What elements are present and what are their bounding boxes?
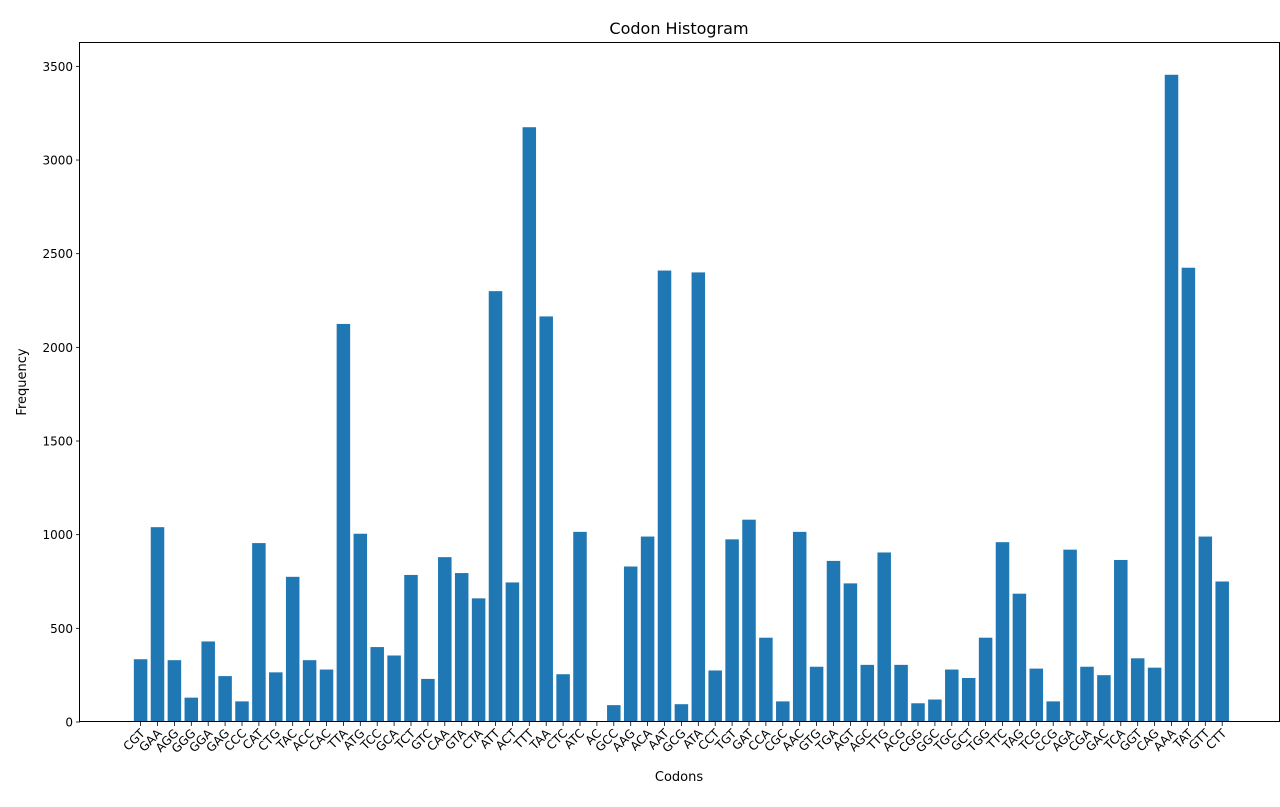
bar-ctt — [1215, 581, 1229, 722]
bar-tta — [336, 323, 351, 722]
bar-ggc — [928, 699, 942, 722]
bar-aga — [1063, 549, 1077, 722]
bar-tga — [826, 560, 841, 722]
bar-gac — [1097, 675, 1111, 722]
bar-tgc — [945, 669, 959, 722]
bar-act — [505, 582, 520, 722]
y-tick-label: 2000 — [42, 341, 73, 355]
y-axis-label: Frequency — [15, 348, 30, 415]
y-tick-label: 3000 — [42, 154, 73, 168]
y-tick-label: 1500 — [42, 435, 73, 449]
bar-aca — [640, 536, 655, 722]
bar-tgg — [978, 637, 993, 722]
bar-tat — [1181, 267, 1196, 722]
bar-gcc — [607, 705, 621, 722]
y-tick-label: 500 — [50, 622, 73, 636]
bar-tcg — [1029, 668, 1044, 722]
bar-gca — [387, 655, 401, 722]
bar-tcc — [370, 647, 384, 722]
bar-agg — [167, 660, 182, 722]
bar-aag — [623, 566, 638, 722]
bar-tag — [1012, 593, 1027, 722]
y-tick-label: 2500 — [42, 247, 73, 261]
bar-agc — [860, 664, 875, 722]
bar-gtt — [1198, 536, 1213, 722]
bar-cct — [708, 670, 722, 722]
bar-gct — [961, 677, 976, 722]
x-tick-label: CTT — [1203, 726, 1230, 753]
bar-cgc — [776, 701, 790, 722]
bar-cca — [759, 637, 773, 722]
bar-tac — [285, 576, 300, 722]
bar-cgt — [133, 659, 148, 722]
chart-title: Codon Histogram — [609, 19, 748, 38]
y-tick-label: 3500 — [42, 60, 73, 74]
bar-cat — [252, 543, 266, 722]
bar-ttt — [522, 127, 537, 723]
bar-cag — [1147, 667, 1162, 722]
bar-gga — [201, 641, 215, 722]
bar-agt — [843, 583, 858, 722]
bar-ata — [691, 272, 706, 722]
x-axis-label: Codons — [655, 770, 703, 785]
bar-cac — [319, 669, 334, 722]
bar-gtg — [809, 666, 824, 722]
bar-att — [488, 291, 503, 722]
bar-gta — [454, 573, 469, 722]
bar-ggg — [184, 697, 199, 722]
bar-ttc — [995, 542, 1010, 722]
bar-tgt — [725, 539, 739, 722]
bar-aaa — [1164, 74, 1179, 722]
bar-ctg — [269, 672, 283, 722]
bar-acc — [302, 660, 317, 722]
bar-cgg — [911, 703, 925, 722]
bar-ggt — [1130, 658, 1145, 722]
bar-caa — [438, 557, 452, 722]
bar-atc — [573, 531, 587, 722]
bar-ttg — [877, 552, 891, 722]
y-axis: 0 500 1000 1500 2000 2500 3000 3500 — [42, 60, 80, 730]
bar-tct — [404, 574, 418, 722]
y-tick-label: 0 — [65, 716, 73, 730]
bar-taa — [539, 316, 553, 722]
bar-gtc — [421, 678, 435, 722]
bar-ccc — [235, 701, 249, 722]
x-axis: CGTGAAAGGGGGGGAGAGCCCCATCTGTACACCCACTTAA… — [120, 722, 1230, 756]
y-tick-label: 1000 — [42, 528, 73, 542]
bar-tca — [1114, 559, 1128, 722]
bar-gag — [218, 676, 232, 722]
bar-gaa — [150, 527, 165, 722]
bar-acg — [894, 664, 908, 722]
bar-cta — [471, 598, 486, 722]
bar-aat — [657, 270, 672, 722]
bar-aac — [792, 531, 807, 722]
bar-cga — [1080, 666, 1094, 722]
bar-ctc — [556, 674, 570, 722]
bar-atg — [353, 533, 368, 722]
bar-ccg — [1046, 701, 1060, 722]
bar-gat — [742, 519, 756, 722]
bars-group — [133, 74, 1229, 723]
bar-gcg — [674, 704, 689, 722]
